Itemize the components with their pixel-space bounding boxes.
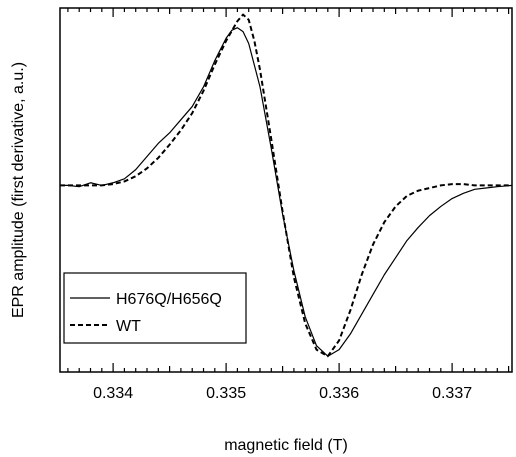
x-axis-ticks — [67, 8, 510, 372]
x-axis-label: magnetic field (T) — [224, 437, 348, 454]
legend-label-h676q-h656q: H676Q/H656Q — [116, 291, 222, 308]
x-tick-label: 0.336 — [319, 385, 359, 402]
series-line-h676q-h656q — [60, 27, 513, 357]
plot-area — [60, 13, 513, 358]
legend-box — [63, 272, 247, 344]
series-line-wt — [60, 13, 512, 358]
y-axis-label: EPR amplitude (first derivative, a.u.) — [10, 62, 27, 318]
x-tick-label: 0.334 — [93, 385, 133, 402]
legend: H676Q/H656Q WT — [63, 272, 247, 344]
plot-frame — [59, 7, 513, 373]
x-tick-label: 0.337 — [432, 385, 472, 402]
x-tick-label: 0.335 — [206, 385, 246, 402]
x-axis-tick-labels: 0.334 0.335 0.336 0.337 — [93, 385, 472, 402]
legend-label-wt: WT — [116, 318, 141, 335]
